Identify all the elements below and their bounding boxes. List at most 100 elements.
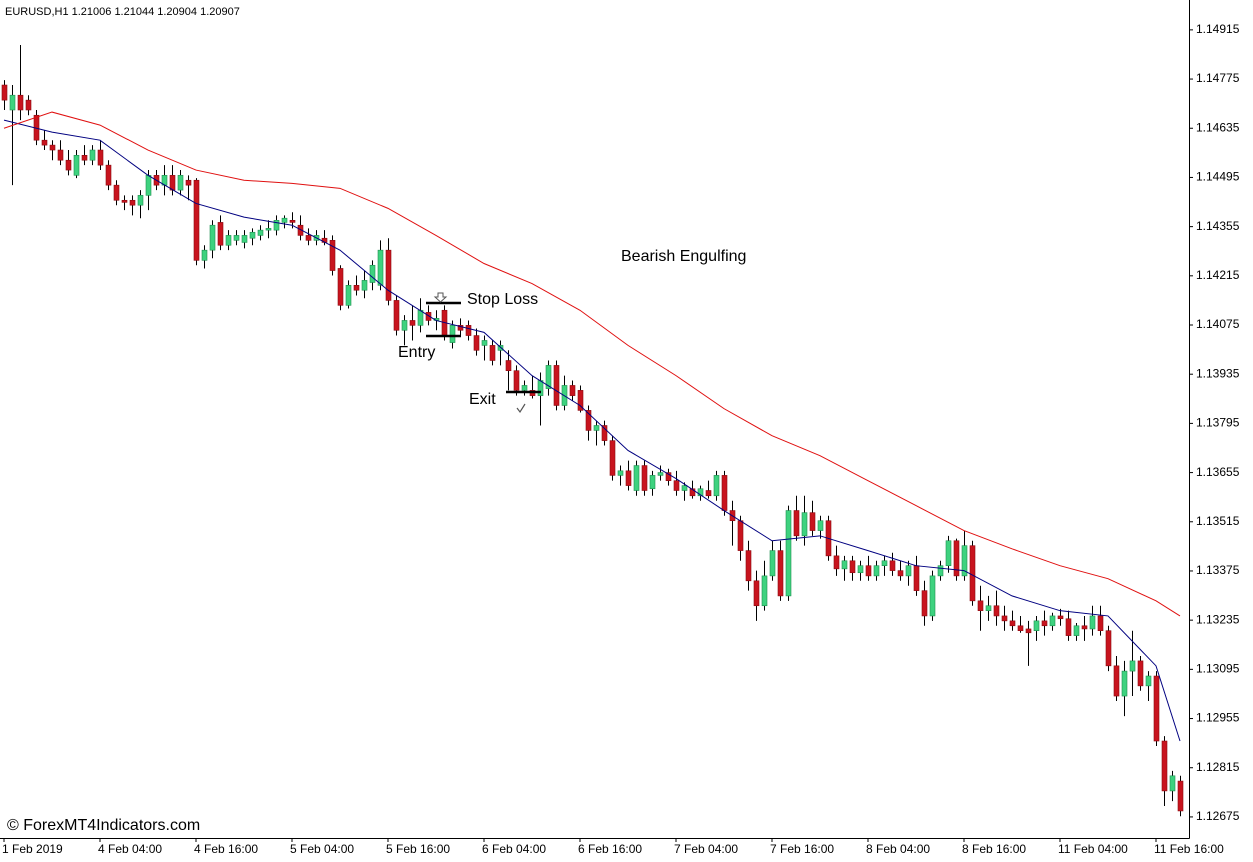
x-tick-label: 5 Feb 04:00	[290, 842, 354, 856]
y-tick-label: 1.14215	[1196, 268, 1240, 282]
candle-body	[169, 175, 176, 191]
candle-body	[809, 512, 816, 531]
y-tick-label: 1.13655	[1196, 465, 1240, 479]
candle-body	[553, 365, 560, 406]
candle-body	[697, 488, 704, 497]
candle-body	[745, 550, 752, 582]
candle-body	[1169, 775, 1176, 792]
y-tick-label: 1.12955	[1196, 711, 1240, 725]
x-tick-label: 7 Feb 04:00	[674, 842, 738, 856]
candle-body	[849, 560, 856, 574]
candle-body	[1081, 625, 1088, 630]
candle-body	[1057, 615, 1064, 620]
candle-body	[1, 84, 8, 101]
candle-body	[785, 510, 792, 597]
candle-body	[641, 465, 648, 491]
candle-body	[265, 228, 272, 231]
candle-body	[505, 360, 512, 371]
candle-body	[937, 565, 944, 577]
candle-body	[721, 475, 728, 511]
candle-body	[753, 580, 760, 607]
check-mark	[516, 403, 526, 414]
candle-body	[929, 575, 936, 617]
y-tick-label: 1.14355	[1196, 219, 1240, 233]
annotation: Entry	[398, 344, 435, 361]
candle-body	[841, 560, 848, 570]
candle-body	[569, 385, 576, 396]
candle-body	[673, 480, 680, 491]
candle-body	[17, 94, 24, 111]
candle-body	[689, 488, 696, 497]
candle-body	[1033, 620, 1040, 631]
candle-body	[889, 560, 896, 571]
candle-body	[817, 520, 824, 531]
candle-body	[609, 440, 616, 476]
candle-body	[249, 231, 256, 239]
candle-body	[41, 139, 48, 146]
x-tick-label: 7 Feb 16:00	[770, 842, 834, 856]
candle-body	[1153, 675, 1160, 742]
candle-body	[489, 345, 496, 361]
candle-body	[873, 565, 880, 577]
candle-body	[713, 475, 720, 497]
candle-body	[793, 510, 800, 537]
x-tick-label: 5 Feb 16:00	[386, 842, 450, 856]
candle-body	[1097, 615, 1104, 631]
candle-body	[897, 570, 904, 577]
candle-body	[545, 365, 552, 389]
candle-body	[537, 380, 544, 396]
moving-average	[3, 111, 1181, 617]
candle-body	[457, 325, 464, 331]
candle-body	[601, 425, 608, 441]
candle-body	[385, 249, 392, 301]
candle-body	[961, 545, 968, 577]
y-tick-label: 1.13375	[1196, 563, 1240, 577]
watermark: © ForexMT4Indicators.com	[7, 817, 200, 834]
candle-body	[129, 199, 136, 206]
annotation: Bearish Engulfing	[621, 248, 746, 265]
candle-body	[241, 235, 248, 243]
candle-body	[977, 600, 984, 611]
candle-body	[857, 565, 864, 574]
candle-body	[665, 472, 672, 481]
candle-body	[513, 370, 520, 391]
candle-body	[1073, 625, 1080, 636]
x-tick-label: 11 Feb 04:00	[1058, 842, 1128, 856]
candle-body	[257, 229, 264, 236]
candle-body	[737, 520, 744, 551]
candle-body	[473, 335, 480, 351]
candle-body	[681, 485, 688, 491]
candle-body	[481, 340, 488, 346]
candle-body	[1113, 665, 1120, 697]
candle-body	[49, 144, 56, 151]
candle-body	[369, 264, 376, 283]
annotation: Exit	[469, 391, 496, 408]
down-arrow	[433, 292, 448, 303]
x-tick-label: 8 Feb 16:00	[962, 842, 1026, 856]
candle-body	[281, 217, 288, 223]
candle-body	[9, 94, 16, 111]
candle-body	[593, 425, 600, 431]
candle-body	[121, 199, 128, 203]
candle-body	[417, 309, 424, 326]
candle-body	[297, 224, 304, 236]
candle-body	[345, 285, 352, 306]
candle-body	[217, 222, 224, 246]
candle-body	[185, 179, 192, 186]
candle-body	[1025, 628, 1032, 634]
candle-body	[945, 540, 952, 566]
candle-body	[177, 175, 184, 191]
moving-average	[3, 119, 1181, 742]
candle-body	[865, 565, 872, 577]
candle-body	[105, 164, 112, 186]
candle-body	[113, 184, 120, 201]
x-tick-label: 8 Feb 04:00	[866, 842, 930, 856]
candle-body	[617, 470, 624, 476]
candle-body	[625, 470, 632, 486]
x-tick-label: 6 Feb 16:00	[578, 842, 642, 856]
candle-body	[1065, 618, 1072, 636]
candle-body	[401, 320, 408, 331]
y-tick-label: 1.12675	[1196, 809, 1240, 823]
candle-body	[1001, 615, 1008, 622]
candle-body	[633, 465, 640, 491]
